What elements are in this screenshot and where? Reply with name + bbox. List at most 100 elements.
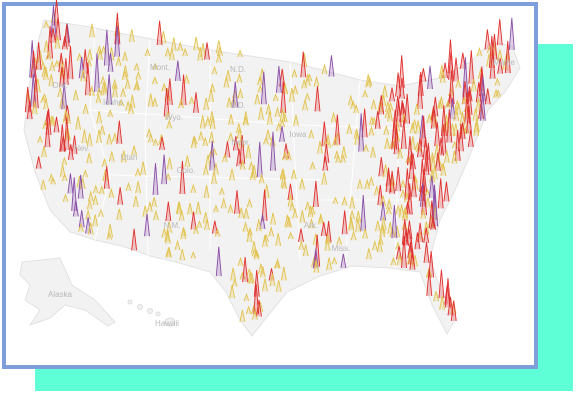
spike [287,231,294,240]
spike [153,209,159,221]
spike [103,29,110,66]
spike [82,49,89,74]
spike [321,63,328,75]
spike [417,137,423,158]
spike [321,121,328,147]
spike [238,207,245,218]
spike [78,210,85,228]
spike [82,103,89,115]
spike [40,179,47,190]
spike [86,48,93,61]
spike [111,132,118,142]
spike [165,110,171,120]
spike [203,97,210,111]
spike [179,248,186,261]
spike [280,266,287,281]
spike [334,114,341,145]
spike [166,157,173,170]
spike [122,50,128,61]
spike [142,205,149,217]
spike [246,197,253,208]
spike [202,136,209,147]
spike [355,210,362,223]
spike [81,129,88,144]
spike [176,202,183,215]
spike [211,220,218,234]
spike [391,139,398,149]
spike [309,161,316,170]
spike [44,121,51,148]
spike [398,55,405,88]
spike [144,48,151,57]
spike [373,184,380,196]
spike [87,190,94,202]
spike [211,65,218,75]
spike [193,36,200,51]
spike [32,74,39,109]
spike [82,169,89,178]
spike [445,278,451,308]
spike [218,186,225,195]
spike [196,220,203,229]
spike [439,295,446,310]
spike [193,225,199,235]
spike [433,291,440,302]
spike [147,93,154,107]
spike [72,200,79,217]
spike [420,115,427,148]
spike [484,29,491,50]
spike [313,75,320,87]
spike [178,209,185,221]
spike [287,183,294,201]
spike [350,100,357,110]
spike [259,214,266,230]
spike [428,175,435,198]
spike [112,84,118,98]
spike [180,227,187,240]
spike [50,176,57,185]
spike [362,228,369,239]
spike [75,116,82,130]
spike [30,73,37,107]
spike [299,178,305,190]
spike [166,221,173,233]
spike [473,121,480,136]
spike [365,248,372,260]
spike [62,58,69,85]
spike [132,195,139,208]
spike [414,232,421,250]
spike [106,133,113,145]
spike [400,188,406,198]
spike [489,49,496,79]
spike [174,60,181,81]
spike [49,59,56,72]
state-label: Wyo. [165,113,183,122]
spike [161,154,168,185]
spike [399,77,405,99]
spike [408,151,415,180]
spike [63,117,70,150]
spike [304,73,311,86]
spike [31,101,38,115]
spike [444,100,451,109]
spike [430,107,437,129]
state-label: Mont. [150,63,170,72]
spike [272,93,279,102]
spike [466,105,472,134]
spike [232,136,239,151]
spike [493,88,499,99]
spike [203,185,210,199]
spike [247,272,254,284]
spike [275,121,282,132]
spike [289,201,296,212]
spike [451,150,458,164]
spike [208,88,215,103]
spike [120,150,127,163]
spike [353,103,360,114]
spike [438,96,445,109]
spike [262,278,268,292]
spike [341,195,348,206]
spike [94,53,100,92]
spike [430,217,437,230]
spike [59,66,65,87]
